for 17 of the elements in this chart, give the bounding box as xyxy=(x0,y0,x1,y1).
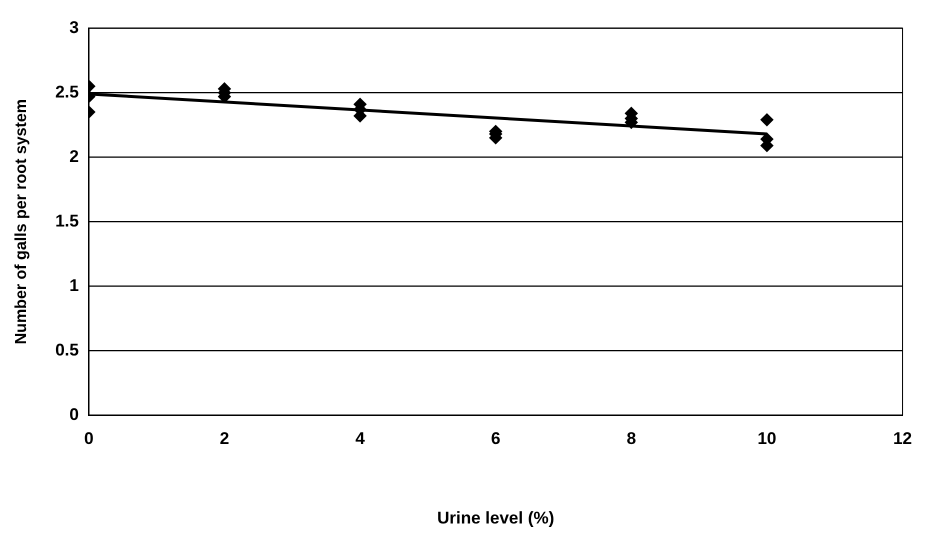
x-tick-label: 4 xyxy=(355,429,366,448)
y-tick-label: 0.5 xyxy=(55,340,79,360)
y-tick-label: 2.5 xyxy=(55,82,79,102)
x-tick-label: 10 xyxy=(757,429,776,448)
y-tick-label: 1.5 xyxy=(55,211,79,230)
y-tick-label: 2 xyxy=(69,146,79,166)
x-tick-label: 6 xyxy=(490,429,500,448)
x-tick-label: 2 xyxy=(220,429,230,448)
x-tick-label: 8 xyxy=(626,429,636,448)
x-tick-label: 0 xyxy=(84,429,94,448)
y-tick-label: 1 xyxy=(69,276,79,295)
x-axis-title: Urine level (%) xyxy=(437,508,554,528)
point xyxy=(760,113,774,126)
x-tick-label: 12 xyxy=(893,429,912,448)
y-axis-title: Number of galls per root system xyxy=(13,99,30,344)
y-tick-label: 3 xyxy=(69,18,79,37)
y-tick-label: 0 xyxy=(69,404,79,424)
